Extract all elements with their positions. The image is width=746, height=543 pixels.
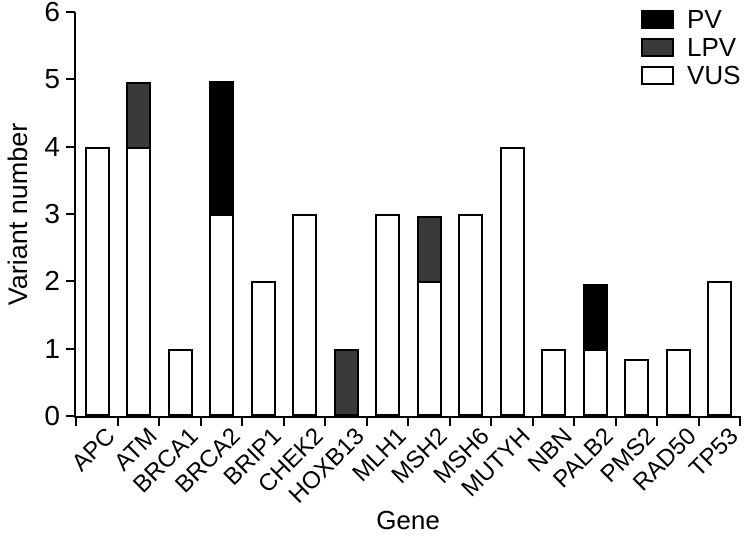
x-tick [282,418,285,426]
bar-APC [84,147,110,416]
y-tick-label: 1 [44,332,60,364]
bar-MSH6 [458,214,483,416]
x-tick [365,418,368,426]
bar-segment-VUS [707,281,732,416]
legend-item-PV: PV [641,6,722,32]
x-tick [739,418,741,426]
bar-CHEK2 [292,214,317,416]
bar-BRIP1 [250,281,276,416]
x-tick [324,418,326,426]
x-axis-title: Gene [376,505,440,535]
legend-swatch-VUS [641,65,674,85]
y-axis-line [74,12,76,418]
bar-NBN [541,349,566,416]
bar-segment-VUS [209,214,234,416]
x-tick [448,418,451,426]
x-tick [158,418,160,426]
bar-segment-VUS [582,349,608,416]
x-tick [697,418,700,426]
bar-segment-VUS [292,214,317,416]
y-tick-label: 2 [44,265,60,297]
legend-item-LPV: LPV [641,34,736,60]
bar-segment-VUS [665,349,691,416]
bar-MUTYH [499,147,525,416]
legend-label: LPV [687,32,737,62]
x-tick [75,418,77,426]
y-tick-label: 0 [44,400,60,431]
legend-label: PV [687,4,722,34]
bar-segment-VUS [375,214,400,416]
y-tick [66,213,75,215]
y-tick [66,280,75,283]
bar-PALB2 [582,284,608,416]
bar-segment-LPV [333,349,359,416]
bar-segment-VUS [416,281,442,416]
bar-segment-LPV [416,216,442,283]
x-tick [407,418,409,426]
legend-item-VUS: VUS [641,62,740,88]
y-tick [66,78,75,81]
bar-segment-VUS [250,281,276,416]
y-tick [66,145,75,148]
bar-PMS2 [624,359,649,416]
x-tick [614,418,617,426]
x-tick [199,418,202,426]
y-tick [66,347,75,350]
bar-segment-PV [209,81,234,216]
bar-BRCA1 [167,349,193,416]
y-tick-label: 3 [44,198,60,229]
bar-segment-VUS [499,147,525,416]
bar-segment-VUS [167,349,193,416]
bar-MLH1 [375,214,400,416]
x-tick [531,418,534,426]
bar-ATM [126,82,151,416]
x-axis-line [74,416,741,418]
bar-MSH2 [416,216,442,416]
y-tick [66,415,75,417]
bar-segment-VUS [624,359,649,416]
x-tick [116,418,119,426]
y-tick [66,11,75,13]
bar-TP53 [707,281,732,416]
bar-segment-LPV [126,82,151,149]
bar-segment-VUS [126,147,151,416]
x-tick [656,418,658,426]
legend-swatch-PV [641,9,674,29]
y-tick-label: 6 [44,0,60,28]
bar-segment-VUS [458,214,483,416]
bar-segment-VUS [541,349,566,416]
bar-HOXB13 [333,349,359,416]
y-tick-label: 4 [44,130,60,162]
legend-swatch-LPV [641,37,674,57]
bar-segment-PV [582,284,608,351]
bar-RAD50 [665,349,691,416]
legend-label: VUS [687,60,741,90]
x-tick [573,418,575,426]
x-tick [490,418,492,426]
bar-segment-VUS [84,147,110,416]
x-tick [241,418,243,426]
bar-BRCA2 [209,81,234,416]
y-tick-label: 5 [44,63,60,95]
